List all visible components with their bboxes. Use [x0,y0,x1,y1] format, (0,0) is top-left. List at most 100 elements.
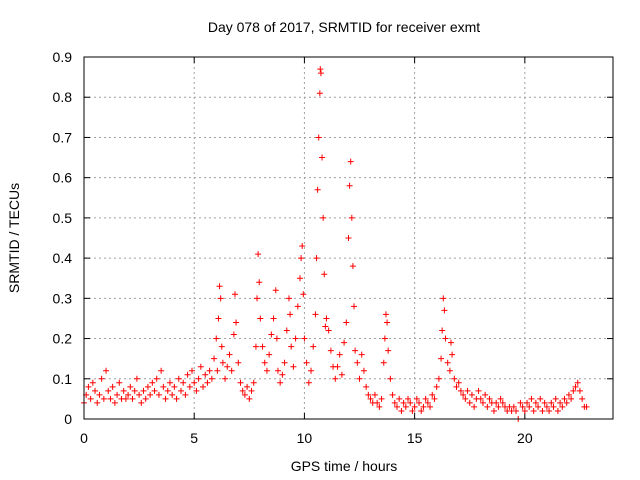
data-point [153,375,160,382]
data-point [554,407,561,414]
data-point [442,335,449,342]
data-point [439,327,446,334]
data-point [343,319,350,326]
data-point [510,403,517,410]
y-tick-label: 0 [64,411,72,427]
data-point [490,407,497,414]
data-point [345,235,352,241]
data-point [279,371,286,378]
x-tick-label: 5 [190,430,198,446]
data-point [257,315,264,322]
data-point [583,403,590,410]
data-point [413,395,420,402]
data-point [559,403,566,410]
x-tick-label: 20 [517,430,533,446]
data-point [277,379,284,386]
data-point [574,379,581,386]
data-point [219,359,226,366]
data-point [287,311,294,318]
data-point [193,387,200,394]
data-point [215,315,222,322]
data-point [380,359,387,366]
data-point [155,391,162,398]
data-point [103,367,110,374]
data-point [402,403,409,410]
data-point [206,367,213,374]
data-point [85,383,92,390]
data-point [175,375,182,382]
data-point [435,375,442,382]
data-point [171,383,178,390]
data-point [248,387,255,394]
data-point [341,339,348,346]
data-point [346,182,353,189]
data-point [241,391,248,398]
data-point [438,355,445,362]
data-point [114,391,121,398]
data-point [468,391,475,398]
y-tick-label: 0.1 [53,371,73,387]
data-point [189,367,196,374]
data-point [400,399,407,406]
data-point [526,403,533,410]
data-point [211,355,218,362]
data-point [537,395,544,402]
data-point [420,403,427,410]
data-point [519,403,526,410]
plot-frame [83,56,614,420]
data-point [228,367,235,374]
data-point [317,66,324,73]
data-point [305,379,312,386]
data-point [416,399,423,406]
data-point [424,399,431,406]
data-point [563,399,570,406]
data-point [418,407,425,414]
data-point [497,395,504,402]
data-point [381,335,388,342]
data-point [530,407,537,414]
data-point [517,399,524,406]
data-point [321,271,328,278]
data-point [263,367,270,374]
data-point [444,359,451,366]
data-point [546,407,553,414]
data-point [320,214,327,221]
data-point [484,403,491,410]
data-point [272,287,279,294]
data-point [466,399,473,406]
data-point [535,403,542,410]
data-point [347,158,354,165]
data-point [371,391,378,398]
data-point [543,403,550,410]
data-point [231,291,238,298]
data-point [300,291,307,298]
data-point [92,387,99,394]
data-point [131,387,138,394]
data-point [158,367,165,374]
data-point [184,371,191,378]
data-point [323,315,330,322]
data-point [182,391,189,398]
data-point [111,399,118,406]
data-point [336,351,343,358]
data-point [299,243,306,250]
data-point [298,255,305,262]
grid-lines [84,57,613,419]
data-point [431,395,438,402]
data-point [149,379,156,386]
data-point [162,395,169,402]
data-point [164,387,171,394]
data-point [457,387,464,394]
data-point [213,335,220,342]
data-point [310,343,317,350]
data-point [98,375,105,382]
data-point [334,363,341,370]
data-point [239,387,246,394]
data-point [462,395,469,402]
chart-title: Day 078 of 2017, SRMTID for receiver exm… [208,19,480,35]
data-point [391,399,398,406]
data-point [453,383,460,390]
y-tick-label: 0.7 [53,129,73,145]
data-point [460,391,467,398]
data-point [441,307,448,314]
